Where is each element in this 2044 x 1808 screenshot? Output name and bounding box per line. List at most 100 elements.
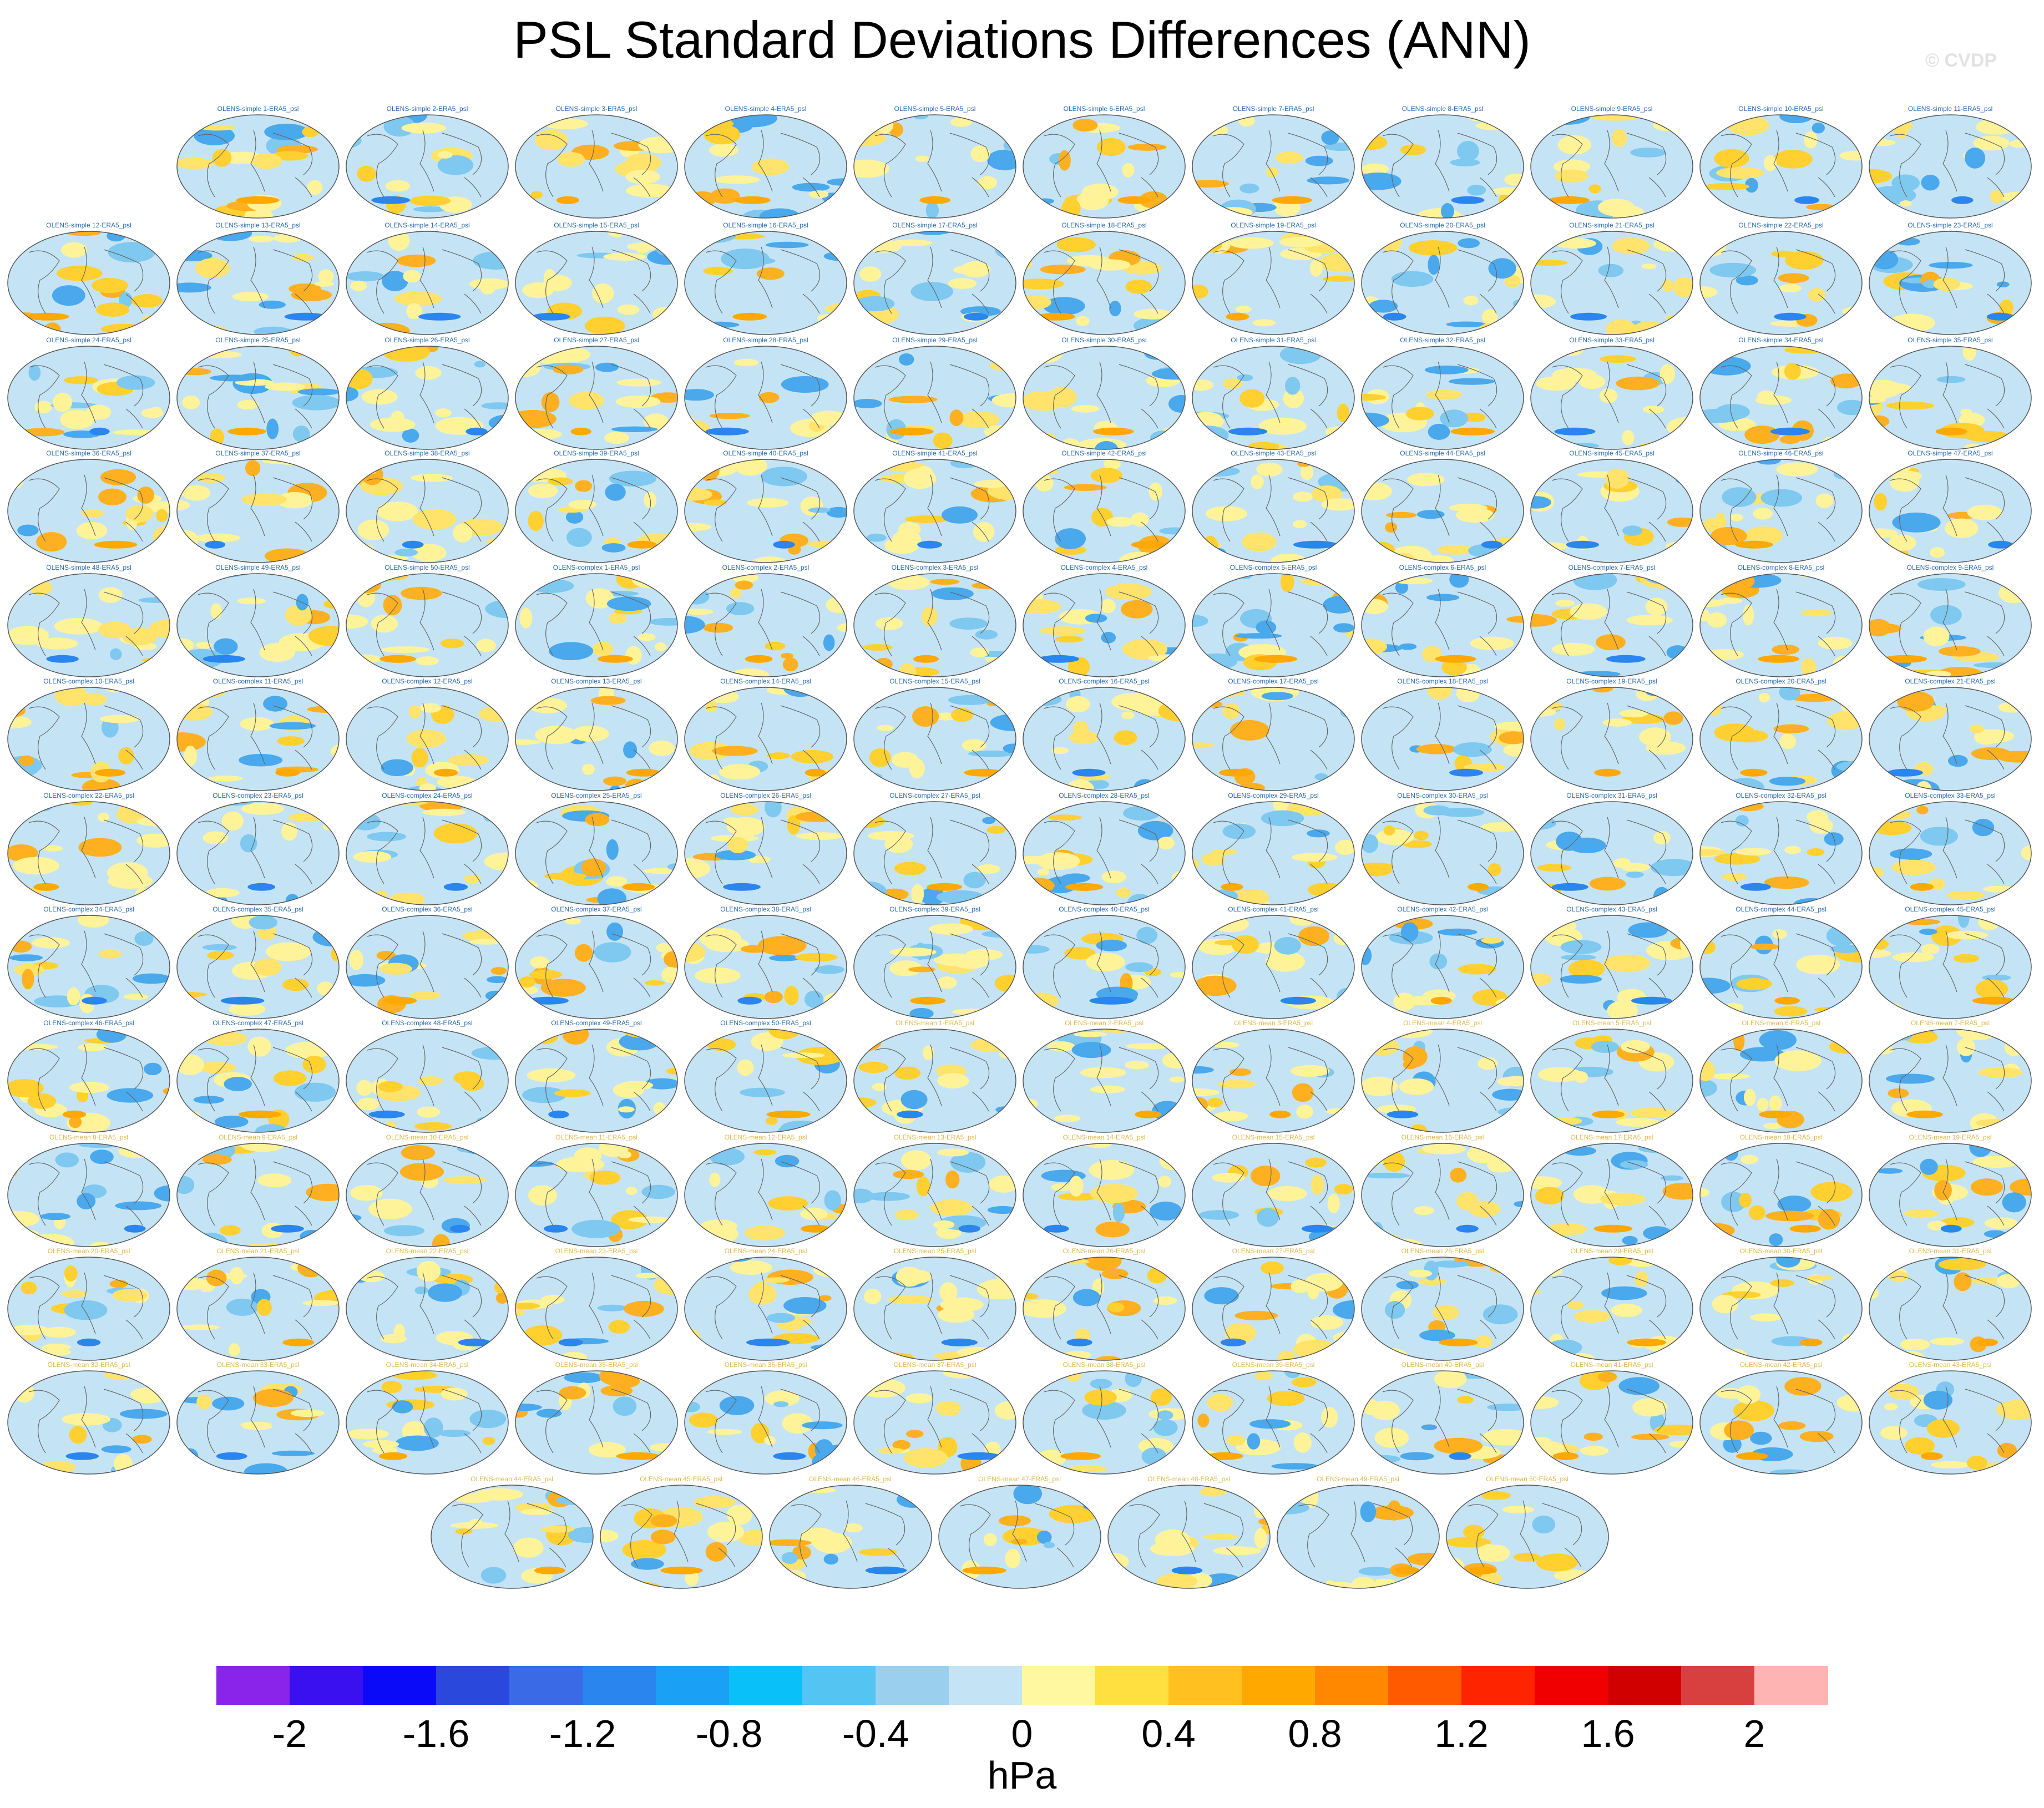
map-outline bbox=[176, 1370, 340, 1475]
anomaly-region bbox=[1622, 429, 1635, 445]
anomaly-region bbox=[1774, 1050, 1822, 1071]
coastline bbox=[125, 293, 143, 314]
map-panel: OLENS-simple 9-ERA5_psl bbox=[1530, 105, 1694, 219]
anomaly-region bbox=[69, 1426, 87, 1444]
map-background bbox=[515, 1029, 677, 1132]
anomaly-region bbox=[351, 1343, 366, 1358]
map-outline bbox=[853, 1370, 1016, 1475]
coastline bbox=[272, 933, 313, 976]
anomaly-region bbox=[1220, 1338, 1247, 1346]
colorbar-cell bbox=[216, 1666, 290, 1705]
map-panel: OLENS-simple 42-ERA5_psl bbox=[1022, 449, 1186, 564]
coastline bbox=[611, 249, 651, 292]
coastline bbox=[1479, 1206, 1497, 1226]
coastline bbox=[758, 361, 773, 423]
panel-title: OLENS-complex 44-ERA5_psl bbox=[1736, 905, 1827, 913]
anomaly-region bbox=[266, 942, 311, 961]
map-outline bbox=[515, 459, 678, 563]
colorbar-tick-label: 1.6 bbox=[1581, 1712, 1635, 1755]
anomaly-region bbox=[319, 1143, 339, 1149]
anomaly-region bbox=[1476, 1544, 1502, 1562]
anomaly-region bbox=[935, 712, 957, 721]
anomaly-region bbox=[205, 888, 240, 898]
coastline bbox=[419, 246, 434, 308]
coastline bbox=[1044, 1276, 1075, 1340]
coastline bbox=[1626, 933, 1667, 976]
anomaly-region bbox=[766, 1110, 811, 1118]
map-outline bbox=[1699, 459, 1863, 563]
anomaly-region bbox=[1874, 809, 1911, 820]
map-outline bbox=[346, 1029, 509, 1133]
anomaly-region bbox=[82, 996, 107, 1005]
anomaly-region bbox=[350, 1184, 383, 1201]
anomaly-region bbox=[1367, 1455, 1401, 1463]
anomaly-region bbox=[1646, 689, 1681, 697]
anomaly-region bbox=[1176, 659, 1185, 670]
anomaly-region bbox=[1197, 1414, 1210, 1428]
coastline bbox=[1721, 1048, 1752, 1112]
map-outline bbox=[1361, 1143, 1524, 1247]
anomaly-region bbox=[1235, 1310, 1278, 1320]
anomaly-region bbox=[548, 477, 573, 485]
anomaly-region bbox=[607, 596, 651, 611]
map-background bbox=[346, 915, 508, 1019]
coastline bbox=[1721, 934, 1752, 998]
map-outline bbox=[176, 687, 340, 791]
anomaly-region bbox=[616, 395, 661, 408]
global-map bbox=[684, 114, 847, 219]
global-map bbox=[176, 915, 340, 1019]
coastline bbox=[1795, 249, 1836, 292]
panel-title: OLENS-complex 17-ERA5_psl bbox=[1228, 677, 1319, 685]
anomaly-region bbox=[1192, 1371, 1222, 1384]
anomaly-region bbox=[1158, 1009, 1185, 1019]
anomaly-region bbox=[1107, 1493, 1122, 1508]
anomaly-region bbox=[769, 955, 800, 961]
coastline bbox=[1604, 1044, 1619, 1106]
map-background bbox=[769, 1485, 932, 1588]
anomaly-region bbox=[1554, 718, 1566, 731]
coastline bbox=[272, 477, 313, 520]
coastline bbox=[1890, 250, 1921, 314]
coastline bbox=[198, 1390, 229, 1454]
anomaly-region bbox=[1481, 937, 1502, 944]
anomaly-region bbox=[296, 594, 308, 611]
coastline bbox=[103, 591, 144, 634]
anomaly-region bbox=[433, 768, 458, 777]
map-panel: OLENS-mean 41-ERA5_psl bbox=[1530, 1361, 1694, 1475]
anomaly-region bbox=[685, 1038, 693, 1044]
anomaly-region bbox=[705, 1542, 727, 1562]
coastline bbox=[272, 133, 313, 175]
anomaly-region bbox=[1039, 626, 1086, 635]
anomaly-region bbox=[1568, 837, 1606, 853]
anomaly-region bbox=[394, 291, 442, 306]
anomaly-region bbox=[34, 401, 53, 413]
anomaly-region bbox=[1829, 803, 1862, 818]
panel-title: OLENS-mean 19-ERA5_psl bbox=[1909, 1133, 1992, 1141]
anomaly-region bbox=[1292, 1083, 1314, 1102]
map-outline bbox=[1869, 346, 2032, 450]
anomaly-region bbox=[1880, 1426, 1908, 1440]
anomaly-region bbox=[1673, 1465, 1686, 1473]
anomaly-region bbox=[1936, 376, 1966, 383]
panel-title: OLENS-simple 39-ERA5_psl bbox=[554, 449, 639, 457]
panel-title: OLENS-simple 31-ERA5_psl bbox=[1231, 336, 1316, 344]
panel-title: OLENS-mean 24-ERA5_psl bbox=[724, 1247, 807, 1255]
coastline bbox=[1310, 749, 1328, 770]
coastline bbox=[1890, 1048, 1921, 1112]
map-panel: OLENS-mean 1-ERA5_psl bbox=[853, 1019, 1017, 1133]
coastline bbox=[1795, 133, 1836, 175]
anomaly-region bbox=[962, 1566, 1006, 1574]
anomaly-region bbox=[994, 974, 1016, 992]
coastline bbox=[1034, 1503, 1074, 1546]
anomaly-region bbox=[1221, 883, 1243, 891]
anomaly-region bbox=[1700, 1078, 1717, 1097]
panel-title: OLENS-mean 40-ERA5_psl bbox=[1401, 1361, 1484, 1369]
coastline bbox=[464, 521, 482, 542]
coastline bbox=[1226, 1547, 1243, 1568]
coastline bbox=[1457, 591, 1497, 634]
anomaly-region bbox=[763, 1277, 790, 1283]
coastline bbox=[802, 177, 820, 197]
anomaly-region bbox=[210, 374, 257, 382]
coastline bbox=[1141, 293, 1158, 314]
anomaly-region bbox=[325, 1460, 339, 1474]
